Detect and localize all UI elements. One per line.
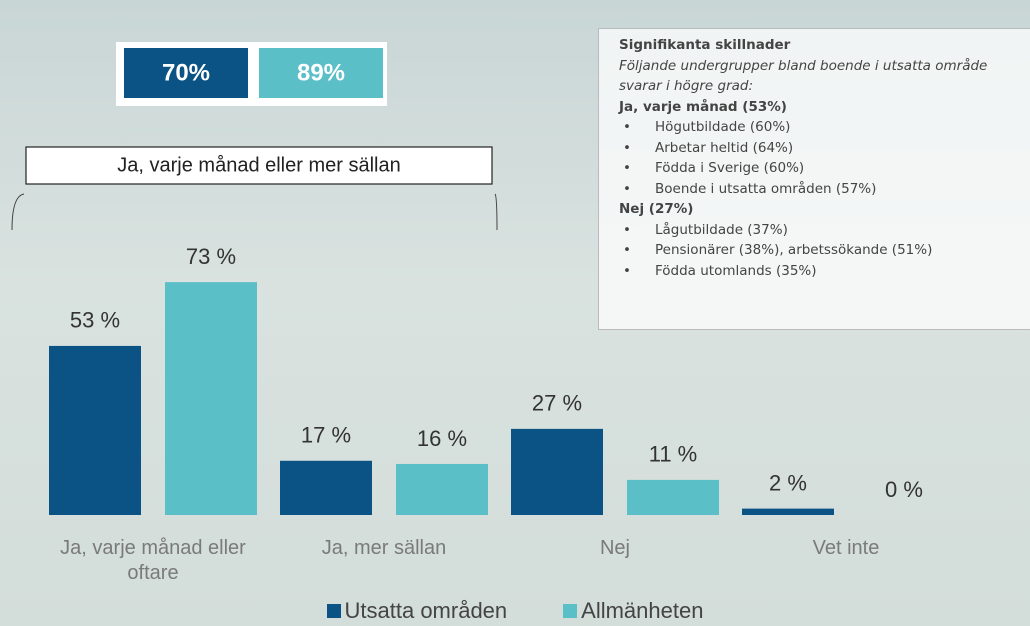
sig-item: Födda utomlands (35%) — [619, 261, 1027, 282]
legend-label: Utsatta områden — [344, 598, 508, 623]
bar — [742, 508, 834, 515]
sig-item: Högutbildade (60%) — [619, 117, 1027, 138]
bar — [511, 428, 603, 515]
x-tick-label: Ja, varje månad eller oftare — [60, 537, 246, 584]
x-tick-label: Ja, mer sällan — [321, 537, 447, 559]
total-box — [124, 48, 248, 98]
sig-item: Pensionärer (38%), arbetssökande (51%) — [619, 240, 1027, 261]
value-label: 0 % — [885, 477, 923, 502]
bar — [627, 479, 719, 515]
legend-item: Allmänheten — [563, 598, 703, 623]
sig-list: Lågutbildade (37%)Pensionärer (38%), arb… — [619, 220, 1027, 282]
sig-item: Boende i utsatta områden (57%) — [619, 179, 1027, 200]
value-label: 73 % — [186, 244, 236, 269]
sig-heading: Nej (27%) — [619, 201, 694, 217]
bracket-box — [25, 146, 493, 185]
value-label: 53 % — [70, 308, 120, 333]
x-tick-label: Nej — [599, 537, 630, 559]
value-label: 16 % — [417, 426, 467, 451]
sig-item: Arbetar heltid (64%) — [619, 138, 1027, 159]
sig-list: Högutbildade (60%)Arbetar heltid (64%)Fö… — [619, 117, 1027, 199]
value-label: 2 % — [769, 470, 807, 495]
sig-item: Lågutbildade (37%) — [619, 220, 1027, 241]
total-label: 70% — [162, 59, 210, 86]
legend-item: Utsatta områden — [326, 598, 508, 623]
sig-intro: Följande undergrupper bland boende i uts… — [619, 57, 988, 95]
sig-heading: Ja, varje månad (53%) — [619, 98, 787, 115]
sig-title: Signifikanta skillnader — [619, 37, 791, 53]
value-label: 17 % — [301, 423, 351, 448]
bar — [280, 460, 372, 515]
legend-swatch — [563, 604, 578, 618]
bracket — [11, 193, 498, 231]
legend-swatch — [326, 604, 341, 618]
value-label: 27 % — [532, 391, 582, 416]
bar — [396, 463, 488, 515]
x-tick-label: Vet inte — [812, 537, 880, 559]
bracket-label: Ja, varje månad eller mer sällan — [117, 154, 400, 176]
sig-item: Födda i Sverige (60%) — [619, 158, 1027, 179]
bar — [49, 345, 141, 515]
legend: Utsatta områden Allmänheten — [0, 598, 1030, 624]
legend-label: Allmänheten — [581, 598, 704, 623]
total-box — [259, 48, 383, 98]
total-label: 89% — [297, 59, 345, 86]
value-label: 11 % — [649, 442, 698, 467]
bar — [165, 282, 257, 515]
significance-box: Signifikanta skillnader Följande undergru… — [598, 28, 1030, 330]
